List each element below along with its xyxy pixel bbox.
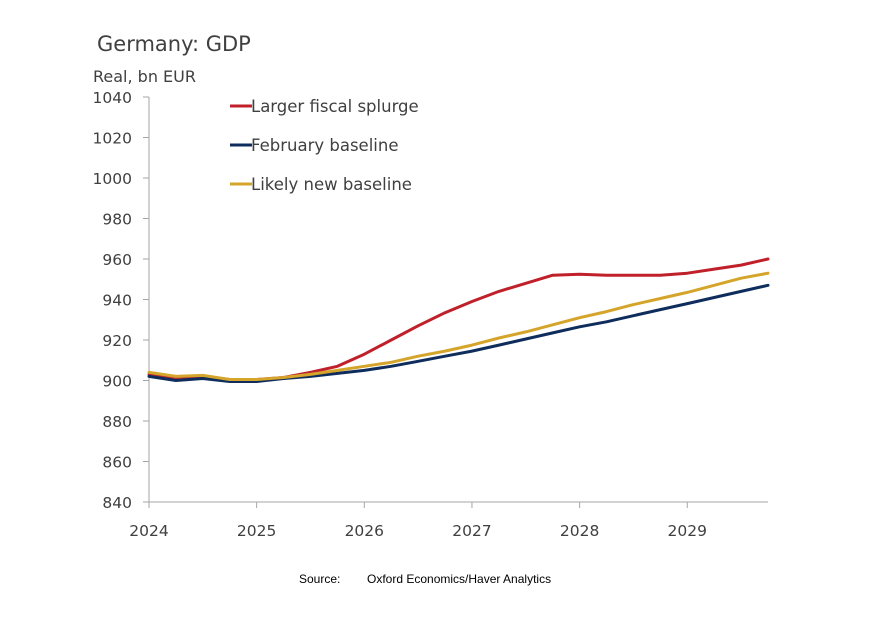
x-tick-label: 2027	[452, 522, 491, 540]
y-tick-label: 860	[102, 454, 132, 472]
x-tick-label: 2029	[668, 522, 707, 540]
source-note: Source: Oxford Economics/Haver Analytics	[299, 572, 551, 586]
y-tick-label: 940	[102, 292, 132, 310]
x-tick-label: 2025	[237, 522, 276, 540]
x-tick-label: 2024	[129, 522, 168, 540]
y-tick-label: 900	[102, 373, 132, 391]
source-text: Oxford Economics/Haver Analytics	[367, 572, 551, 586]
legend-label-february-baseline: February baseline	[251, 136, 398, 155]
series-line-february-baseline	[147, 283, 770, 383]
y-tick-label: 980	[102, 211, 132, 229]
legend-item-february-baseline: February baseline	[230, 136, 398, 155]
legend: Larger fiscal splurge February baseline …	[230, 97, 419, 194]
legend-item-larger-fiscal-splurge: Larger fiscal splurge	[230, 97, 419, 116]
series-line-larger-fiscal-splurge	[147, 257, 770, 381]
y-tick-label: 1020	[93, 130, 132, 148]
y-axis: 840 860 880 900 920 940 960 980 1000 1020 1040	[93, 89, 150, 512]
chart-title: Germany: GDP	[97, 32, 251, 56]
x-tick-label: 2026	[345, 522, 384, 540]
y-tick-label: 880	[102, 413, 132, 431]
y-tick-label: 1000	[93, 170, 132, 188]
y-tick-label: 1040	[93, 89, 132, 107]
y-tick-label: 920	[102, 332, 132, 350]
y-tick-label: 840	[102, 494, 132, 512]
y-axis-unit-label: Real, bn EUR	[93, 67, 196, 86]
plot-area	[147, 257, 770, 383]
x-tick-label: 2028	[560, 522, 599, 540]
legend-label-larger-fiscal-splurge: Larger fiscal splurge	[251, 97, 419, 116]
series-line-likely-new-baseline	[147, 271, 770, 381]
x-axis: 2024 2025 2026 2027 2028 2029	[129, 501, 768, 540]
legend-label-likely-new-baseline: Likely new baseline	[251, 175, 412, 194]
source-label: Source:	[299, 572, 340, 586]
y-tick-label: 960	[102, 251, 132, 269]
legend-item-likely-new-baseline: Likely new baseline	[230, 175, 412, 194]
